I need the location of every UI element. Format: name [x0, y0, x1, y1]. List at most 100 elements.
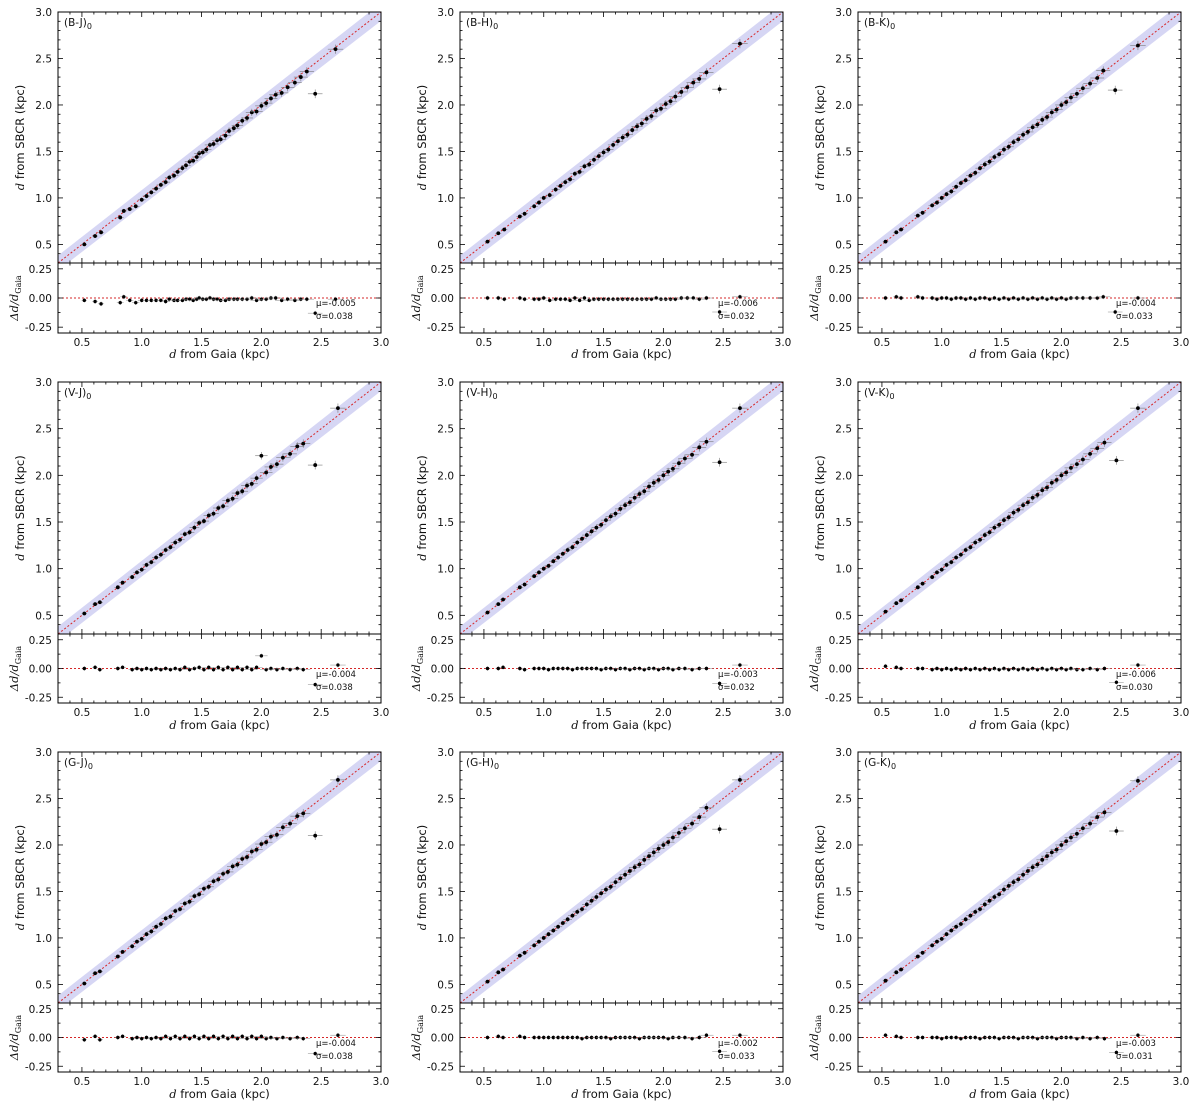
- x-tick-label: 1.5: [595, 337, 612, 349]
- data-point: [522, 211, 527, 216]
- one-to-one-line: [858, 752, 1181, 1003]
- data-point: [978, 907, 982, 912]
- y-tick-label: 2.0: [835, 100, 852, 112]
- data-point: [1064, 839, 1069, 844]
- resid-tick-label: 0.25: [431, 264, 454, 276]
- resid-point: [1059, 296, 1064, 300]
- data-point: [227, 129, 231, 133]
- x-tick-label: 2.5: [313, 1076, 330, 1088]
- mu-annotation: μ=-0.006: [718, 299, 758, 309]
- one-to-one-line: [58, 12, 381, 263]
- data-point: [245, 116, 249, 120]
- y-axis-label: d from SBCR (kpc): [415, 825, 429, 930]
- x-tick-label: 2.5: [715, 1076, 732, 1088]
- data-point: [225, 870, 230, 874]
- y-tick-label: 3.0: [35, 377, 52, 389]
- sigma-annotation: σ=0.038: [316, 683, 353, 693]
- resid-point: [285, 297, 290, 301]
- data-point: [992, 155, 997, 159]
- resid-point: [295, 666, 299, 671]
- resid-point: [240, 1034, 244, 1039]
- resid-point: [178, 667, 182, 672]
- data-point: [485, 979, 490, 984]
- resid-point: [293, 298, 297, 303]
- resid-point: [561, 1035, 565, 1040]
- resid-point: [992, 296, 997, 300]
- data-point: [677, 461, 681, 466]
- resid-point: [226, 665, 230, 670]
- data-point: [606, 147, 611, 152]
- resid-point: [202, 667, 206, 672]
- data-point: [1075, 831, 1079, 836]
- resid-tick-label: -0.25: [25, 1061, 52, 1073]
- data-point: [978, 537, 982, 542]
- data-point: [216, 506, 221, 510]
- data-point: [599, 522, 604, 527]
- resid-axis-label-text: Δd/d: [807, 664, 821, 692]
- data-point: [235, 862, 240, 867]
- y-tick-label: 2.5: [835, 53, 852, 65]
- data-point: [613, 880, 618, 885]
- resid-point: [968, 667, 973, 672]
- resid-point: [959, 1036, 963, 1041]
- data-point: [997, 522, 1002, 527]
- resid-tick-label: 0.00: [29, 293, 52, 305]
- data-point: [997, 152, 1002, 157]
- resid-point: [264, 1036, 268, 1041]
- x-tick-label: 1.5: [993, 707, 1010, 719]
- data-point: [1102, 440, 1107, 445]
- resid-point: [930, 296, 934, 300]
- resid-point: [259, 1034, 264, 1039]
- resid-point: [134, 300, 138, 305]
- panel-label: (B-K)0: [864, 17, 895, 31]
- data-point: [690, 821, 694, 826]
- data-point: [920, 581, 925, 586]
- data-point: [556, 555, 560, 560]
- resid-point: [144, 1035, 149, 1040]
- data-point: [163, 180, 168, 185]
- data-point: [1016, 877, 1021, 882]
- data-point: [230, 496, 235, 501]
- resid-point: [187, 1036, 192, 1041]
- x-tick-label: 1.0: [535, 337, 552, 349]
- resid-point: [691, 296, 695, 300]
- data-point: [1040, 117, 1045, 122]
- x-tick-label: 0.5: [74, 337, 91, 349]
- resid-point: [1021, 296, 1025, 300]
- x-axis-label-var: d: [969, 718, 976, 732]
- resid-axis-label-sub: Gaia: [416, 646, 425, 665]
- data-point: [215, 138, 220, 143]
- data-point: [1016, 137, 1021, 142]
- data-point: [211, 142, 216, 146]
- resid-tick-label: 0.00: [29, 664, 52, 676]
- resid-point: [1011, 666, 1016, 671]
- data-point: [541, 936, 546, 940]
- x-axis-label-text: from Gaia (kpc): [977, 1087, 1070, 1101]
- resid-point: [704, 296, 709, 300]
- data-point: [225, 498, 230, 503]
- resid-point: [973, 297, 977, 301]
- data-point: [288, 451, 292, 456]
- data-point: [589, 898, 594, 903]
- y-tick-label: 2.5: [437, 793, 454, 805]
- one-to-one-line: [58, 752, 381, 1003]
- panel-label-main: (G-K): [864, 757, 891, 769]
- data-point: [501, 967, 505, 972]
- resid-point: [149, 667, 154, 672]
- data-point: [208, 143, 212, 147]
- x-tick-label: 1.0: [535, 1076, 552, 1088]
- data-point: [978, 166, 982, 171]
- resid-point: [883, 664, 888, 668]
- data-point: [127, 207, 132, 211]
- y-axis-label-text: from SBCR (kpc): [415, 85, 429, 183]
- resid-point: [305, 297, 309, 301]
- resid-point: [301, 667, 305, 672]
- resid-point: [935, 666, 939, 671]
- data-point: [501, 597, 505, 602]
- data-point: [592, 157, 596, 162]
- resid-point: [211, 1034, 216, 1039]
- resid-point: [281, 1035, 285, 1040]
- data-point: [269, 465, 273, 469]
- data-point: [565, 548, 570, 552]
